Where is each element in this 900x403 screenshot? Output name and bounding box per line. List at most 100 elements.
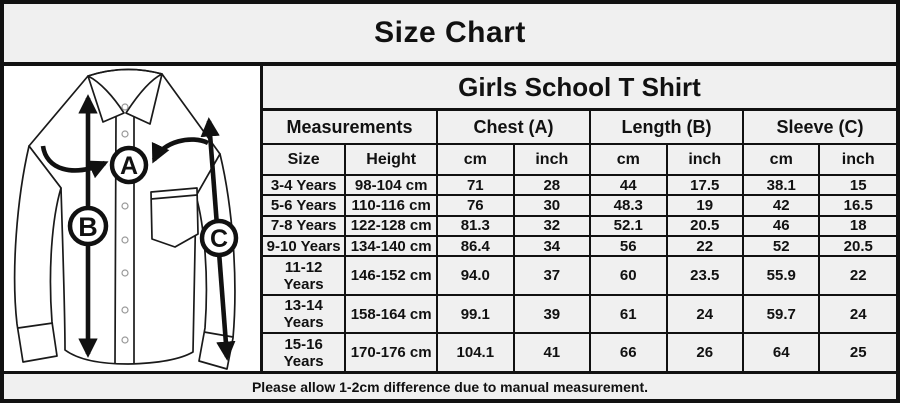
chest-cm-cell: 86.4: [436, 235, 515, 258]
table-row: 15-16 Years 170-176 cm 104.1 41 66 26 64…: [263, 332, 896, 371]
chest-inch-cell: 39: [512, 293, 592, 335]
shirt-buttons-icon: [121, 103, 129, 344]
sleeve-inch-cell: 18: [818, 214, 896, 238]
sleeve-marker-c: C: [210, 225, 228, 253]
table-row: 3-4 Years 98-104 cm 71 28 44 17.5 38.1 1…: [263, 173, 896, 197]
chest-marker-circle-icon: [109, 145, 149, 185]
length-inch-cell: 19: [665, 194, 745, 217]
col-header-sleeve-cm: cm: [741, 143, 821, 176]
chest-inch-cell: 34: [512, 235, 592, 258]
footer-note: Please allow 1-2cm difference due to man…: [4, 371, 896, 399]
measurement-markers: A B C: [67, 145, 239, 258]
length-marker-circle-icon: [67, 205, 109, 247]
col-group-chest: Chest (A): [436, 108, 592, 145]
sleeve-cm-cell: 64: [741, 332, 821, 371]
length-inch-cell: 20.5: [665, 214, 745, 238]
table-row: 5-6 Years 110-116 cm 76 30 48.3 19 42 16…: [263, 194, 896, 217]
chest-inch-cell: 28: [512, 173, 592, 197]
chest-arrow-left-icon: [40, 145, 109, 179]
shirt-diagram-panel: A B C: [4, 66, 263, 371]
col-header-length-inch: inch: [665, 143, 745, 176]
chest-cm-cell: 76: [436, 194, 515, 217]
size-cell: 3-4 Years: [263, 173, 347, 197]
sleeve-cm-cell: 59.7: [741, 293, 821, 335]
length-cm-cell: 56: [589, 235, 668, 258]
size-table: Girls School T Shirt Measurements Chest …: [263, 66, 896, 371]
height-cell: 146-152 cm: [344, 255, 439, 296]
height-cell: 98-104 cm: [344, 173, 439, 197]
group-header-row: Measurements Chest (A) Length (B) Sleeve…: [263, 108, 896, 145]
size-cell: 7-8 Years: [263, 214, 347, 238]
height-cell: 170-176 cm: [344, 332, 439, 371]
col-header-height: Height: [344, 143, 439, 176]
page-title: Size Chart: [4, 4, 896, 66]
footer-note-text: Please allow 1-2cm difference due to man…: [251, 378, 649, 395]
sleeve-inch-cell: 22: [818, 255, 896, 296]
col-group-measurements: Measurements: [263, 108, 439, 145]
size-cell: 13-14 Years: [263, 293, 347, 335]
sleeve-inch-cell: 24: [818, 293, 896, 335]
height-cell: 110-116 cm: [344, 194, 439, 217]
page-title-text: Size Chart: [374, 16, 526, 49]
col-header-sleeve-inch: inch: [818, 143, 896, 176]
length-marker-b: B: [78, 212, 98, 242]
sleeve-cm-cell: 55.9: [741, 255, 821, 296]
table-row: 11-12 Years 146-152 cm 94.0 37 60 23.5 5…: [263, 255, 896, 296]
chest-inch-cell: 32: [512, 214, 592, 238]
size-cell: 15-16 Years: [263, 332, 347, 371]
col-header-size: Size: [263, 143, 347, 176]
table-title-row: Girls School T Shirt: [263, 66, 896, 111]
col-header-length-cm: cm: [589, 143, 668, 176]
length-cm-cell: 61: [589, 293, 668, 335]
chest-inch-cell: 37: [512, 255, 592, 296]
chest-cm-cell: 94.0: [436, 255, 515, 296]
height-cell: 158-164 cm: [344, 293, 439, 335]
table-row: 13-14 Years 158-164 cm 99.1 39 61 24 59.…: [263, 293, 896, 335]
col-header-chest-cm: cm: [436, 143, 515, 176]
table-row: 9-10 Years 134-140 cm 86.4 34 56 22 52 2…: [263, 235, 896, 258]
length-cm-cell: 48.3: [589, 194, 668, 217]
col-header-chest-inch: inch: [512, 143, 592, 176]
sleeve-cm-cell: 46: [741, 214, 821, 238]
sub-header-row: Size Height cm inch cm inch cm inch: [263, 143, 896, 176]
sleeve-inch-cell: 15: [818, 173, 896, 197]
sleeve-cm-cell: 38.1: [741, 173, 821, 197]
chest-cm-cell: 99.1: [436, 293, 515, 335]
sleeve-cm-cell: 42: [741, 194, 821, 217]
length-inch-cell: 23.5: [665, 255, 745, 296]
size-cell: 9-10 Years: [263, 235, 347, 258]
length-cm-cell: 52.1: [589, 214, 668, 238]
chest-inch-cell: 41: [512, 332, 592, 371]
length-cm-cell: 66: [589, 332, 668, 371]
sleeve-marker-circle-icon: [199, 218, 239, 258]
chest-marker-a: A: [120, 152, 138, 180]
shirt-measurement-diagram-icon: A B C: [13, 68, 239, 370]
chest-arrow-right-icon: [151, 137, 210, 164]
chest-inch-cell: 30: [512, 194, 592, 217]
length-inch-cell: 24: [665, 293, 745, 335]
col-group-length: Length (B): [589, 108, 744, 145]
length-inch-cell: 22: [665, 235, 745, 258]
table-title: Girls School T Shirt: [263, 66, 896, 111]
chest-cm-cell: 104.1: [436, 332, 515, 371]
size-cell: 5-6 Years: [263, 194, 347, 217]
height-cell: 134-140 cm: [344, 235, 439, 258]
length-cm-cell: 60: [589, 255, 668, 296]
height-cell: 122-128 cm: [344, 214, 439, 238]
col-group-sleeve: Sleeve (C): [742, 108, 896, 145]
sleeve-cm-cell: 52: [741, 235, 821, 258]
chest-cm-cell: 71: [436, 173, 515, 197]
content-area: A B C Girls School T Shirt: [4, 66, 896, 371]
table-row: 7-8 Years 122-128 cm 81.3 32 52.1 20.5 4…: [263, 214, 896, 238]
chest-cm-cell: 81.3: [436, 214, 515, 238]
length-inch-cell: 17.5: [665, 173, 745, 197]
size-cell: 11-12 Years: [263, 255, 347, 296]
sleeve-inch-cell: 20.5: [818, 235, 896, 258]
sleeve-inch-cell: 25: [818, 332, 896, 371]
shirt-outline-icon: [13, 68, 236, 370]
size-table-area: Girls School T Shirt Measurements Chest …: [263, 66, 896, 371]
length-inch-cell: 26: [665, 332, 745, 371]
length-cm-cell: 44: [589, 173, 668, 197]
sleeve-inch-cell: 16.5: [818, 194, 896, 217]
